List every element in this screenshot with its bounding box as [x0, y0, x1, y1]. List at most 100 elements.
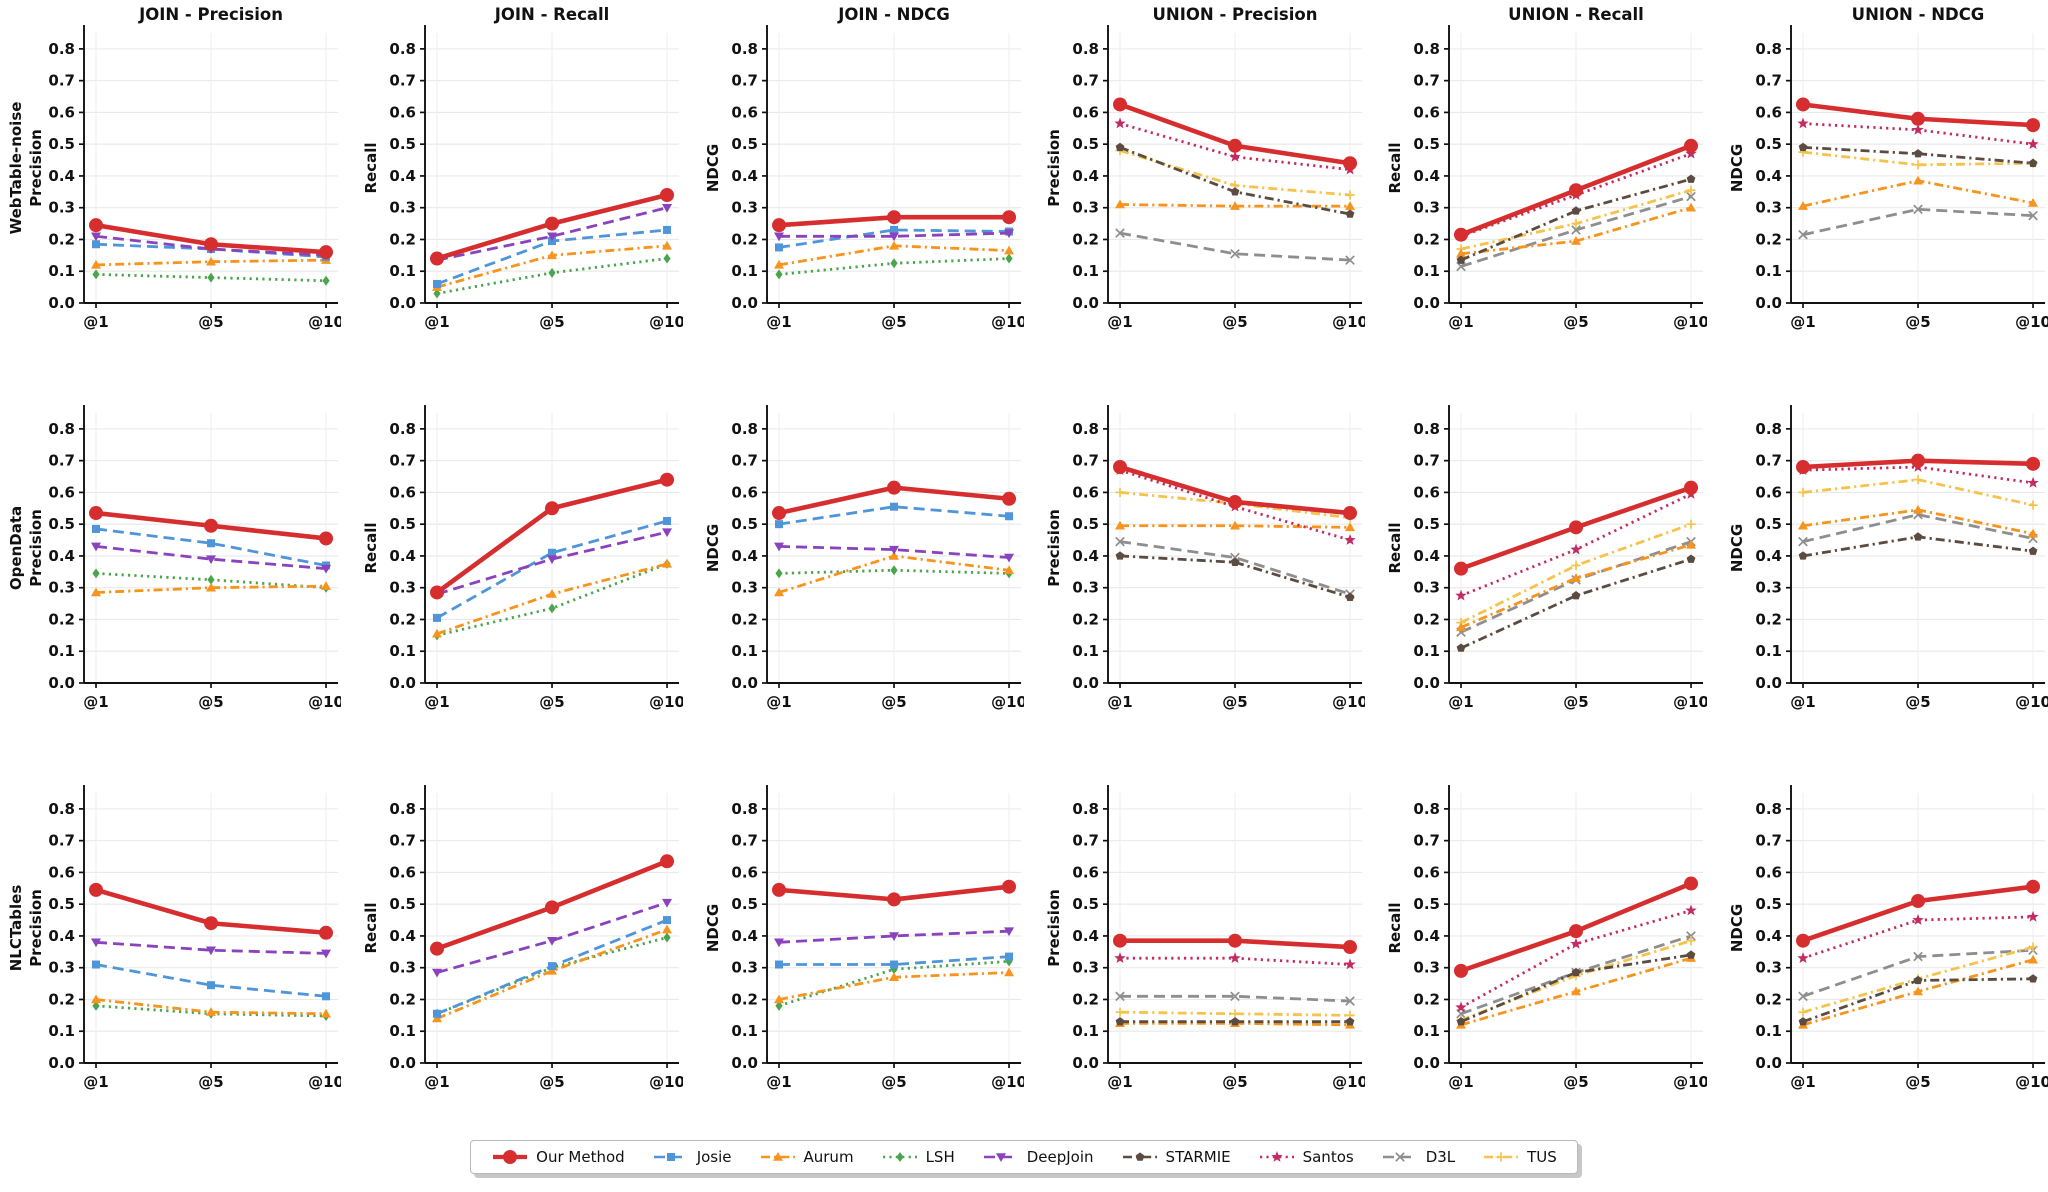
svg-text:0.2: 0.2 [1072, 610, 1099, 628]
svg-text:0.8: 0.8 [731, 420, 758, 438]
svg-text:0.8: 0.8 [1755, 40, 1782, 58]
svg-text:0.6: 0.6 [1414, 863, 1441, 881]
svg-text:@10: @10 [1673, 693, 1706, 711]
svg-text:0.7: 0.7 [1072, 832, 1099, 850]
svg-text:@5: @5 [1905, 313, 1930, 331]
svg-text:NDCG: NDCG [1728, 144, 1746, 192]
legend-item-josie: Josie [652, 1148, 732, 1166]
svg-text:0.8: 0.8 [731, 40, 758, 58]
chart-opendata-join-recall: 0.0 0.1 0.2 0.3 0.4 0.5 0.6 0.7 0.8 @1 @5 @10 Recall [341, 380, 683, 760]
legend-item-starmie: STARMIE [1121, 1148, 1231, 1166]
svg-text:0.7: 0.7 [731, 832, 758, 850]
svg-text:0.6: 0.6 [1755, 103, 1782, 121]
svg-text:@1: @1 [766, 1073, 791, 1091]
svg-text:0.1: 0.1 [48, 1022, 75, 1040]
legend-marker-square-icon [653, 1153, 688, 1161]
svg-text:0.4: 0.4 [1072, 547, 1099, 565]
svg-text:0.8: 0.8 [1072, 420, 1099, 438]
svg-text:@5: @5 [540, 1073, 565, 1091]
svg-text:0.5: 0.5 [1755, 895, 1782, 913]
svg-text:Recall: Recall [1386, 522, 1404, 573]
svg-text:0.4: 0.4 [731, 927, 758, 945]
svg-text:0.6: 0.6 [1755, 863, 1782, 881]
svg-text:0.1: 0.1 [1414, 262, 1441, 280]
svg-text:@1: @1 [1107, 1073, 1132, 1091]
chart-svg: 0.0 0.1 0.2 0.3 0.4 0.5 0.6 0.7 0.8 @1 @5 @10 Recall [362, 785, 683, 1091]
svg-text:0.5: 0.5 [731, 895, 758, 913]
svg-text:JOIN - NDCG: JOIN - NDCG [837, 5, 950, 24]
svg-text:0.2: 0.2 [1072, 990, 1099, 1008]
legend-item-aurum: Aurum [759, 1148, 854, 1166]
svg-text:0.4: 0.4 [1414, 927, 1441, 945]
svg-text:@10: @10 [1673, 1073, 1706, 1091]
svg-text:0.1: 0.1 [48, 642, 75, 660]
legend-label: STARMIE [1165, 1148, 1231, 1166]
svg-text:0.5: 0.5 [1414, 895, 1441, 913]
svg-text:@1: @1 [1449, 313, 1474, 331]
svg-text:NLCTables: NLCTables [7, 885, 25, 972]
chart-svg: 0.0 0.1 0.2 0.3 0.4 0.5 0.6 0.7 0.8 @1 @5 @10 NDCG [704, 785, 1024, 1091]
svg-text:0.4: 0.4 [1755, 927, 1782, 945]
svg-text:0.4: 0.4 [1072, 927, 1099, 945]
chart-nlctables-union-recall: 0.0 0.1 0.2 0.3 0.4 0.5 0.6 0.7 0.8 @1 @5 @10 Recall [1365, 760, 1707, 1140]
svg-text:0.1: 0.1 [48, 262, 75, 280]
svg-text:0.0: 0.0 [1072, 1054, 1099, 1072]
svg-text:0.2: 0.2 [48, 230, 75, 248]
svg-text:0.0: 0.0 [390, 674, 417, 692]
chart-svg: 0.0 0.1 0.2 0.3 0.4 0.5 0.6 0.7 0.8 @1 @5 @10 NLCTab… [7, 785, 341, 1091]
legend-item-santos: Santos [1258, 1148, 1354, 1166]
svg-text:0.3: 0.3 [390, 959, 417, 977]
legend-label: D3L [1425, 1148, 1456, 1166]
svg-text:0.5: 0.5 [390, 895, 417, 913]
svg-text:0.2: 0.2 [48, 610, 75, 628]
svg-text:0.4: 0.4 [1414, 547, 1441, 565]
svg-text:0.7: 0.7 [1414, 452, 1441, 470]
legend-marker-x-icon [1382, 1152, 1417, 1162]
svg-text:@1: @1 [1790, 1073, 1815, 1091]
svg-text:0.0: 0.0 [731, 294, 758, 312]
svg-text:Recall: Recall [362, 902, 380, 953]
legend-marker-plus-icon [1484, 1152, 1519, 1162]
svg-text:0.4: 0.4 [390, 547, 417, 565]
svg-text:@10: @10 [308, 693, 341, 711]
svg-text:0.2: 0.2 [390, 990, 417, 1008]
svg-text:Recall: Recall [1386, 902, 1404, 953]
chart-opendata-union-precision: 0.0 0.1 0.2 0.3 0.4 0.5 0.6 0.7 0.8 @1 @5 @10 Precis… [1024, 380, 1365, 760]
svg-text:0.2: 0.2 [1072, 230, 1099, 248]
svg-text:@1: @1 [83, 693, 108, 711]
svg-text:@5: @5 [198, 693, 223, 711]
svg-text:0.8: 0.8 [48, 40, 75, 58]
svg-text:0.1: 0.1 [1755, 1022, 1782, 1040]
svg-text:0.4: 0.4 [48, 547, 75, 565]
svg-text:0.8: 0.8 [48, 420, 75, 438]
chart-svg: 0.0 0.1 0.2 0.3 0.4 0.5 0.6 0.7 0.8 @1 @5 @10 UNION … [1728, 5, 2048, 331]
legend-label: TUS [1527, 1148, 1557, 1166]
svg-text:NDCG: NDCG [704, 144, 722, 192]
svg-text:@1: @1 [1449, 693, 1474, 711]
svg-text:@5: @5 [881, 693, 906, 711]
chart-webtable-noise-union-recall: 0.0 0.1 0.2 0.3 0.4 0.5 0.6 0.7 0.8 @1 @5 @10 UNION … [1365, 0, 1706, 380]
chart-svg: 0.0 0.1 0.2 0.3 0.4 0.5 0.6 0.7 0.8 @1 @5 @10 UNION … [1386, 5, 1706, 331]
svg-text:0.1: 0.1 [1755, 642, 1782, 660]
svg-text:0.6: 0.6 [731, 863, 758, 881]
svg-text:0.1: 0.1 [731, 1022, 758, 1040]
svg-text:Precision: Precision [1045, 889, 1063, 967]
svg-text:Recall: Recall [1386, 142, 1404, 193]
chart-svg: 0.0 0.1 0.2 0.3 0.4 0.5 0.6 0.7 0.8 @1 @5 @10 Recall [362, 405, 683, 711]
svg-text:0.5: 0.5 [731, 515, 758, 533]
svg-text:@10: @10 [649, 313, 682, 331]
svg-text:@5: @5 [198, 313, 223, 331]
svg-text:0.2: 0.2 [1414, 230, 1441, 248]
svg-text:0.7: 0.7 [731, 72, 758, 90]
svg-text:0.8: 0.8 [390, 40, 417, 58]
svg-text:0.6: 0.6 [1072, 863, 1099, 881]
legend-label: Josie [696, 1148, 732, 1166]
svg-text:0.6: 0.6 [1072, 103, 1099, 121]
svg-text:0.5: 0.5 [1755, 135, 1782, 153]
svg-text:@5: @5 [540, 693, 565, 711]
svg-text:NDCG: NDCG [704, 524, 722, 572]
svg-text:0.3: 0.3 [390, 199, 417, 217]
svg-text:0.0: 0.0 [731, 1054, 758, 1072]
svg-text:@10: @10 [1332, 693, 1365, 711]
